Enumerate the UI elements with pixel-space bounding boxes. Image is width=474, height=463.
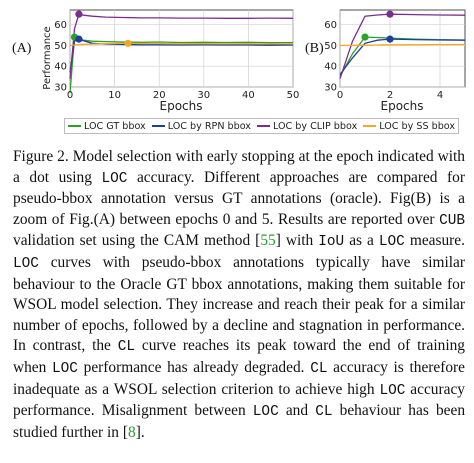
code-term: CL bbox=[310, 360, 328, 377]
y-tick-label: 50 bbox=[54, 41, 67, 52]
code-term: LOC bbox=[13, 255, 39, 272]
y-axis-label: Performance bbox=[42, 26, 53, 89]
legend-swatch bbox=[68, 125, 81, 127]
y-tick-label: 60 bbox=[54, 20, 67, 31]
figure-caption: Figure 2. Model selection with early sto… bbox=[13, 147, 465, 443]
x-axis-label-b: Epochs bbox=[381, 99, 424, 113]
caption-text: ] with bbox=[275, 232, 319, 250]
code-term: CL bbox=[315, 404, 333, 421]
caption-text: and bbox=[278, 402, 316, 420]
legend-swatch bbox=[256, 125, 270, 127]
y-tick-label: 60 bbox=[324, 20, 337, 31]
legend-label: LOC by RPN bbox bbox=[167, 120, 251, 132]
citation-link[interactable]: 55 bbox=[260, 232, 276, 250]
caption-text: accuracy performance. Misalignment betwe… bbox=[13, 380, 465, 420]
citation-link[interactable]: 8 bbox=[127, 423, 136, 441]
x-tick-label: 10 bbox=[108, 90, 121, 101]
plot-frame-a bbox=[69, 9, 294, 88]
legend-label: LOC by SS bbox bbox=[379, 120, 456, 132]
caption-text: accuracy is therefore inadequate as a WS… bbox=[13, 358, 466, 398]
caption-text: as a bbox=[344, 232, 379, 250]
series-line bbox=[69, 42, 293, 47]
caption-text: Figure 2. Model selection with early sto… bbox=[13, 148, 465, 186]
legend-swatch bbox=[363, 125, 377, 127]
series-line bbox=[340, 43, 465, 47]
caption-text: curve reaches its peak toward the end of… bbox=[13, 337, 465, 376]
x-tick-label: 50 bbox=[287, 90, 300, 101]
legend-item: LOC by RPN bbox bbox=[151, 120, 251, 132]
x-tick-label: 4 bbox=[437, 90, 443, 101]
code-term: LOC bbox=[101, 170, 128, 187]
code-term: IoU bbox=[318, 234, 345, 251]
caption-text: behaviour has been studied further in [ bbox=[13, 402, 466, 441]
code-term: CL bbox=[117, 339, 136, 356]
code-term: CUB bbox=[439, 212, 465, 229]
x-axis-label-a: Epochs bbox=[160, 99, 203, 113]
legend-label: LOC by CLIP bbox bbox=[272, 120, 358, 132]
peak-marker bbox=[386, 10, 394, 18]
panel-a-label: (A) bbox=[12, 41, 32, 56]
panel-b: (B) 30 40 50 60 0 2 4 Epochs bbox=[305, 9, 466, 113]
peak-marker bbox=[361, 33, 369, 41]
x-tick-label: 2 bbox=[387, 90, 393, 101]
caption-text: accuracy. Different approaches are compa… bbox=[13, 168, 465, 228]
ticks-a: 30 40 50 60 0 10 20 30 40 50 bbox=[54, 20, 299, 101]
lines-b bbox=[339, 10, 466, 79]
figure-2: (A) Performance 30 40 50 60 0 10 20 30 40 50 Epoc… bbox=[0, 0, 474, 140]
caption-text: ]. bbox=[135, 423, 145, 441]
caption-text: validation set using the CAM method [ bbox=[13, 232, 261, 250]
panel-b-label: (B) bbox=[305, 41, 324, 56]
y-tick-label: 30 bbox=[54, 83, 67, 94]
x-tick-label: 0 bbox=[67, 90, 73, 101]
legend-item: LOC GT bbox bbox=[68, 121, 146, 132]
x-tick-label: 0 bbox=[337, 90, 343, 101]
peak-marker bbox=[75, 35, 83, 43]
series-line bbox=[339, 13, 466, 79]
legend-label: LOC GT bbox bbox=[84, 120, 146, 132]
series-line bbox=[339, 38, 466, 75]
code-term: LOC bbox=[378, 234, 405, 251]
x-tick-label: 20 bbox=[153, 90, 166, 101]
caption-text: performance has already degraded. bbox=[77, 358, 311, 376]
caption-text: curves with pseudo-bbox annotations typi… bbox=[13, 253, 465, 355]
panel-a: (A) Performance 30 40 50 60 0 10 20 30 40 50 Epoc… bbox=[12, 9, 299, 113]
legend: LOC GT bbox LOC by RPN bbox LOC by CLIP … bbox=[64, 118, 460, 134]
y-tick-label: 30 bbox=[324, 83, 337, 94]
lines-a bbox=[69, 10, 294, 94]
code-term: LOC bbox=[379, 382, 406, 399]
code-term: LOC bbox=[52, 360, 78, 377]
caption-text: measure. bbox=[404, 232, 465, 250]
plot-frame-b bbox=[339, 9, 466, 88]
peak-marker bbox=[75, 10, 83, 18]
y-tick-label: 40 bbox=[324, 62, 337, 73]
peak-marker bbox=[124, 39, 132, 47]
legend-item: LOC by CLIP bbox bbox=[256, 120, 358, 132]
x-tick-label: 40 bbox=[242, 90, 255, 101]
ticks-b: 30 40 50 60 0 2 4 bbox=[324, 20, 443, 101]
legend-item: LOC by SS bbox bbox=[363, 121, 455, 132]
y-tick-label: 50 bbox=[324, 41, 337, 52]
code-term: LOC bbox=[252, 404, 279, 421]
y-tick-label: 40 bbox=[54, 62, 67, 73]
x-tick-label: 30 bbox=[197, 90, 210, 101]
peak-marker bbox=[386, 35, 394, 43]
legend-swatch bbox=[151, 125, 165, 127]
